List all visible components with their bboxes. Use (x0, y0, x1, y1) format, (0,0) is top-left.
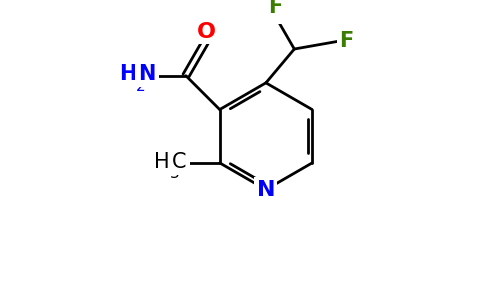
Text: O: O (197, 22, 216, 42)
Text: 2: 2 (136, 79, 146, 94)
Text: 3: 3 (170, 166, 180, 181)
Text: H: H (154, 152, 170, 172)
Text: H: H (119, 64, 136, 84)
Text: F: F (339, 32, 353, 51)
Text: C: C (172, 152, 186, 172)
Text: N: N (138, 64, 156, 84)
Text: N: N (257, 180, 275, 200)
Text: F: F (268, 0, 282, 17)
